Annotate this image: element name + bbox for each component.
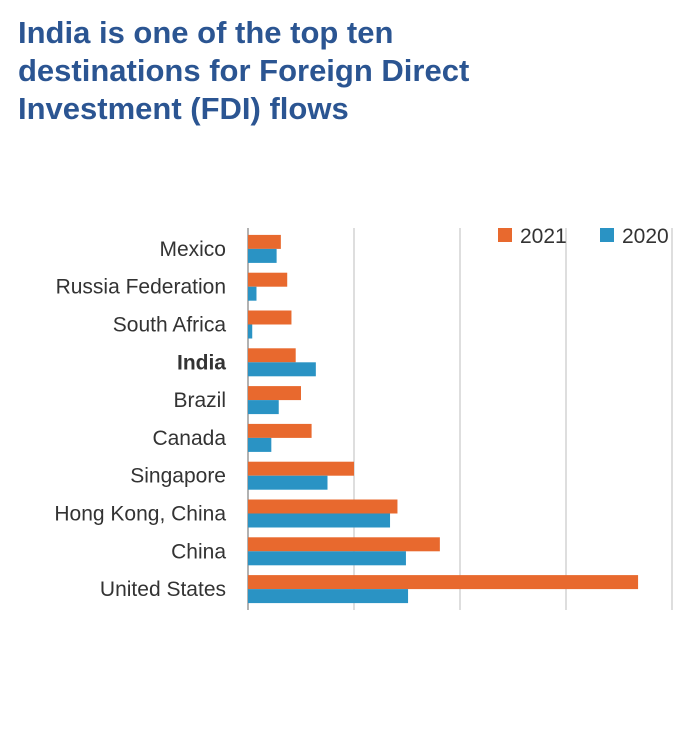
category-label: South Africa: [113, 314, 227, 337]
bar-2021-canada: [248, 423, 312, 438]
legend-swatch-2021: [498, 228, 512, 242]
category-label: Russia Federation: [56, 276, 226, 299]
bar-2020-mexico: [248, 248, 277, 263]
category-label: Singapore: [130, 465, 226, 488]
bar-2021-mexico: [248, 234, 281, 249]
bar-2020-brazil: [248, 400, 279, 415]
bar-2021-china: [248, 537, 440, 552]
bar-2020-singapore: [248, 475, 328, 490]
bar-2021-russia-federation: [248, 272, 288, 287]
legend-label-2020: 2020: [622, 225, 669, 248]
bar-2020-russia-federation: [248, 286, 257, 301]
bar-2021-hong-kong-china: [248, 499, 398, 514]
category-label: Brazil: [173, 389, 226, 412]
category-label: Hong Kong, China: [54, 503, 226, 526]
bar-2020-united-states: [248, 589, 409, 604]
legend-label-2021: 2021: [520, 225, 567, 248]
chart-title: India is one of the top ten destinations…: [18, 15, 470, 126]
bar-2021-south-africa: [248, 310, 292, 325]
bar-2021-singapore: [248, 461, 354, 476]
legend-swatch-2020: [600, 228, 614, 242]
bar-2021-united-states: [248, 575, 639, 590]
category-label: Canada: [152, 427, 226, 450]
bar-2021-india: [248, 348, 296, 363]
bar-2021-brazil: [248, 386, 301, 401]
bar-2020-canada: [248, 437, 272, 452]
bar-2020-south-africa: [248, 324, 253, 339]
category-label: India: [177, 351, 226, 374]
bar-2020-india: [248, 362, 316, 377]
bar-2020-china: [248, 551, 406, 566]
category-label: China: [171, 540, 226, 563]
category-label: United States: [100, 578, 226, 601]
bar-2020-hong-kong-china: [248, 513, 391, 528]
category-label: Mexico: [159, 238, 226, 261]
